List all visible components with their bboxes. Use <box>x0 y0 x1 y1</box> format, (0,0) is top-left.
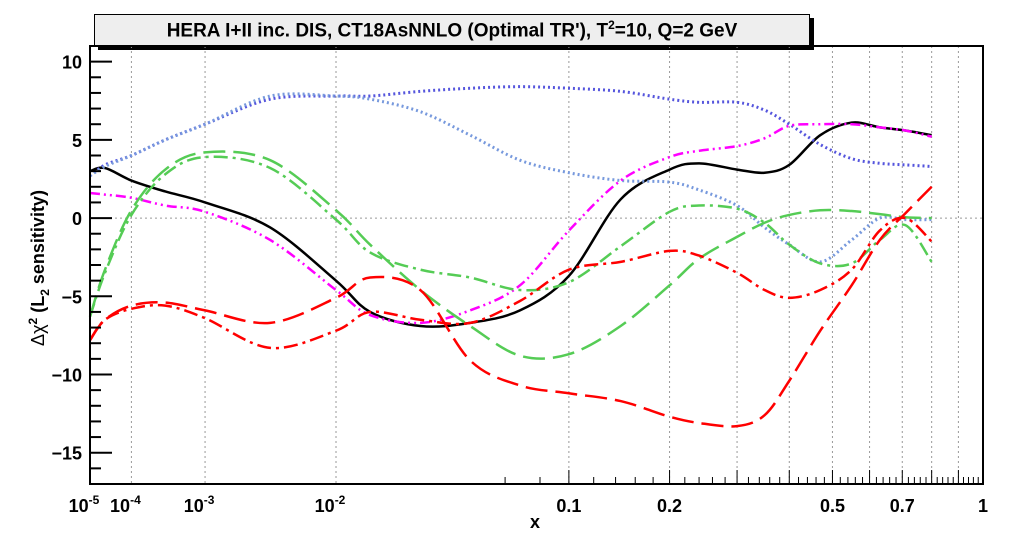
x-tick-label: 10-2 <box>315 493 346 516</box>
x-tick-label: 10-3 <box>184 493 215 516</box>
series-line-red-long-dash <box>88 185 933 428</box>
x-axis-title: x <box>530 512 540 532</box>
series-line-magenta-dash-dot-dot <box>89 122 932 325</box>
series-line-red-dash-dot <box>88 216 933 350</box>
x-tick-label: 0.7 <box>890 496 915 516</box>
y-tick-label: 10 <box>62 53 82 73</box>
y-axis-title: Δχ2 (L2 sensitivity) <box>26 190 52 346</box>
x-tick-label: 0.1 <box>556 496 581 516</box>
series-line-black-solid <box>89 121 932 328</box>
series-line-blue-dotted-light <box>89 92 932 264</box>
series-line-blue-dotted-dark <box>89 85 932 178</box>
axes: 10 5 0 −5 −10 −15 10-5 10-4 10-3 10-2 0.1 0.2 0.5 0.7… <box>51 45 988 516</box>
chart-title-text: HERA I+II inc. DIS, CT18AsNNLO (Optimal … <box>166 17 738 42</box>
series-line-green-dash-dot <box>88 155 933 318</box>
y-tick-label: −15 <box>51 444 82 464</box>
x-tick-label: 0.5 <box>820 496 845 516</box>
chart-title: HERA I+II inc. DIS, CT18AsNNLO (Optimal … <box>94 14 810 46</box>
series-line-green-long-dash <box>88 150 932 360</box>
x-tick-label: 1 <box>978 496 988 516</box>
grid-lines <box>90 46 983 484</box>
y-tick-label: −10 <box>51 366 82 386</box>
y-tick-label: −5 <box>61 287 82 307</box>
x-tick-label: 10-4 <box>110 493 141 516</box>
x-tick-label: 0.2 <box>657 496 682 516</box>
series-group <box>88 85 933 428</box>
x-tick-label: 10-5 <box>69 493 100 516</box>
y-tick-label: 5 <box>72 131 82 151</box>
y-tick-label: 0 <box>72 209 82 229</box>
